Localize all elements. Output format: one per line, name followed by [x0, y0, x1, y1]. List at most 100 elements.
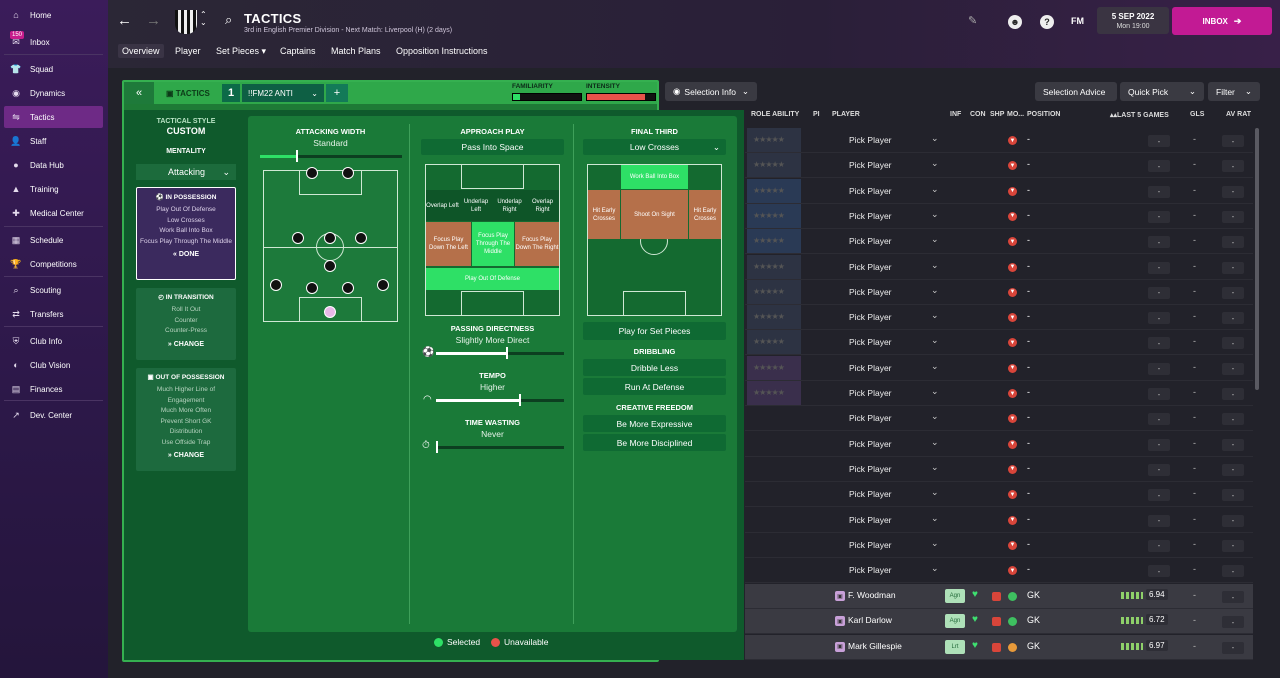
table-row[interactable]: ★★★★★ Pick Player ⌄ ▼ - - - - — [745, 330, 1253, 356]
player-name[interactable]: F. Woodman — [848, 590, 896, 600]
sidebar-item-dynamics[interactable]: ◉ Dynamics — [4, 82, 103, 104]
table-row[interactable]: Pick Player ⌄ ▼ - - - - — [745, 508, 1253, 533]
club-switch-chevron-icon[interactable]: ⌃ ⌄ — [200, 10, 207, 27]
pick-player-dropdown[interactable]: Pick Player — [849, 236, 892, 247]
player-position-marker[interactable] — [306, 282, 318, 294]
table-row[interactable]: ★★★★★ Pick Player ⌄ ▼ - - - - — [745, 381, 1253, 406]
pick-player-dropdown[interactable]: Pick Player — [849, 210, 892, 221]
sidebar-item-dev-center[interactable]: ↗ Dev. Center — [4, 404, 103, 426]
player-position-marker[interactable] — [292, 232, 304, 244]
date-display[interactable]: 5 SEP 2022 Mon 19:00 — [1097, 7, 1169, 34]
sidebar-item-finances[interactable]: ▤ Finances — [11, 383, 63, 394]
pick-player-dropdown[interactable]: Pick Player — [849, 135, 892, 145]
sidebar-item-data-hub[interactable]: ● Data Hub — [4, 154, 103, 176]
add-tactic-button[interactable]: + — [326, 84, 348, 102]
table-row[interactable]: Pick Player ⌄ ▼ - - - - — [745, 457, 1253, 482]
slider-knob[interactable] — [506, 347, 509, 359]
table-row[interactable]: ★★★★★ Pick Player ⌄ ▼ - - - - — [745, 153, 1253, 179]
table-row[interactable]: ★★★★★ Pick Player ⌄ ▼ - - - - — [745, 128, 1253, 153]
table-row[interactable]: Pick Player ⌄ ▼ - - - - — [745, 432, 1253, 457]
pick-player-dropdown[interactable]: Pick Player — [849, 539, 892, 550]
table-row[interactable]: ▣ F. Woodman Agn ♥ GK 6.94 - - — [745, 584, 1253, 609]
sidebar-item-squad[interactable]: 👕 Squad — [10, 63, 54, 74]
zone-hit-early-crosses-left[interactable]: Hit Early Crosses — [588, 190, 620, 239]
in-transition-box[interactable]: ◴ IN TRANSITION Roll It Out Counter Coun… — [136, 288, 236, 360]
back-arrow-icon[interactable]: ← — [117, 12, 132, 29]
collapse-panel-button[interactable]: « — [124, 82, 154, 104]
player-position-marker[interactable] — [270, 279, 282, 291]
table-row[interactable]: ▣ Karl Darlow Agn ♥ GK 6.72 - - — [745, 609, 1253, 635]
approach-play-dropdown[interactable]: Pass Into Space — [421, 139, 564, 155]
tab-set-pieces[interactable]: Set Pieces ▾ — [216, 46, 267, 56]
manager-face-icon[interactable]: ☻ — [1008, 15, 1022, 29]
column-header-shp[interactable]: SHP — [990, 111, 1005, 118]
tactical-style-value[interactable]: CUSTOM — [166, 126, 206, 136]
slider-knob[interactable] — [519, 394, 522, 406]
mentality-dropdown[interactable]: Attacking ⌄ — [136, 164, 236, 180]
search-icon[interactable]: ⌕ — [225, 12, 233, 27]
column-header-con[interactable]: CON — [970, 111, 986, 118]
fm-logo-icon[interactable]: FM — [1071, 16, 1084, 26]
in-possession-box[interactable]: ⚽ IN POSSESSION Play Out Of Defense Low … — [136, 187, 236, 280]
out-of-possession-box[interactable]: ▣ OUT OF POSSESSION Much Higher Line of … — [136, 368, 236, 471]
sidebar-item-training[interactable]: ▲ Training — [11, 184, 59, 194]
column-header-av-rat[interactable]: AV RAT — [1226, 111, 1252, 118]
table-row[interactable]: ★★★★★ Pick Player ⌄ ▼ - - - - — [745, 305, 1253, 331]
pick-player-dropdown[interactable]: Pick Player — [849, 413, 892, 424]
player-position-marker[interactable] — [342, 282, 354, 294]
final-third-dropdown[interactable]: Low Crosses ⌄ — [583, 139, 726, 155]
zone-underlap-right[interactable]: Underlap Right — [493, 190, 526, 221]
tactic-slot-number[interactable]: 1 — [222, 84, 240, 102]
tab-opposition-instructions[interactable]: Opposition Instructions — [396, 46, 488, 56]
out-of-possession-change-button[interactable]: » CHANGE — [136, 452, 236, 459]
in-possession-done-button[interactable]: « DONE — [137, 251, 235, 258]
player-position-marker[interactable] — [377, 279, 389, 291]
forward-arrow-icon[interactable]: → — [146, 12, 161, 29]
table-row[interactable]: ★★★★★ Pick Player ⌄ ▼ - - - - — [745, 355, 1253, 381]
selection-info-dropdown[interactable]: ◉ Selection Info ⌄ — [665, 82, 757, 101]
sidebar-item-medical-center[interactable]: ✚ Medical Center — [4, 202, 103, 224]
table-row[interactable]: ★★★★★ Pick Player ⌄ ▼ - - - - — [745, 178, 1253, 204]
in-transition-change-button[interactable]: » CHANGE — [136, 341, 236, 348]
sidebar-item-inbox[interactable]: ✉ Inbox — [4, 31, 103, 53]
filter-button[interactable]: Filter ⌄ — [1208, 82, 1260, 101]
sidebar-item-club-vision[interactable]: ◐ Club Vision — [4, 354, 103, 376]
pick-player-dropdown[interactable]: Pick Player — [849, 160, 892, 171]
help-icon[interactable]: ? — [1040, 15, 1054, 29]
pick-player-dropdown[interactable]: Pick Player — [849, 565, 892, 576]
intensity-bar[interactable] — [586, 93, 656, 101]
table-row[interactable]: Pick Player ⌄ ▼ - - - - — [745, 482, 1253, 508]
table-row[interactable]: Pick Player ⌄ ▼ - - - - — [745, 406, 1253, 432]
pick-player-dropdown[interactable]: Pick Player — [849, 514, 892, 525]
zone-overlap-right[interactable]: Overlap Right — [526, 190, 559, 221]
pick-player-dropdown[interactable]: Pick Player — [849, 362, 892, 373]
dribble-less-button[interactable]: Dribble Less — [583, 359, 726, 376]
club-crest-icon[interactable] — [175, 10, 197, 34]
table-row[interactable]: ★★★★★ Pick Player ⌄ ▼ - - - - — [745, 203, 1253, 229]
player-name[interactable]: Karl Darlow — [848, 615, 892, 626]
pick-player-dropdown[interactable]: Pick Player — [849, 286, 892, 297]
goalkeeper-position-marker[interactable] — [324, 306, 336, 318]
column-header-role-ability[interactable]: ROLE ABILITY — [751, 111, 800, 118]
run-at-defense-button[interactable]: Run At Defense — [583, 378, 726, 395]
sidebar-item-club-info[interactable]: ⛨ Club Info — [4, 330, 103, 352]
pick-player-dropdown[interactable]: Pick Player — [849, 337, 892, 348]
column-header-inf[interactable]: INF — [950, 111, 962, 118]
be-more-expressive-button[interactable]: Be More Expressive — [583, 415, 726, 432]
sidebar-item-tactics[interactable]: ⇋ Tactics — [4, 106, 103, 128]
tab-match-plans[interactable]: Match Plans — [331, 46, 381, 56]
tactic-name-dropdown[interactable]: !!FM22 ANTI ⌄ — [242, 84, 324, 102]
player-position-marker[interactable] — [324, 232, 336, 244]
inbox-continue-button[interactable]: INBOX ➔ — [1172, 7, 1272, 35]
sidebar-item-competitions[interactable]: 🏆 Competitions — [10, 258, 77, 269]
zone-play-out-of-defense[interactable]: Play Out Of Defense — [426, 268, 559, 290]
zone-hit-early-crosses-right[interactable]: Hit Early Crosses — [689, 190, 721, 239]
zone-focus-left[interactable]: Focus Play Down The Left — [426, 222, 471, 266]
pick-player-dropdown[interactable]: Pick Player — [849, 388, 892, 398]
column-header-morale[interactable]: MO... — [1007, 111, 1025, 118]
sidebar-item-staff[interactable]: 👤 Staff — [10, 135, 47, 146]
be-more-disciplined-button[interactable]: Be More Disciplined — [583, 434, 726, 451]
player-position-marker[interactable] — [324, 260, 336, 272]
quick-pick-button[interactable]: Quick Pick ⌄ — [1120, 82, 1204, 101]
pick-player-dropdown[interactable]: Pick Player — [849, 489, 892, 500]
